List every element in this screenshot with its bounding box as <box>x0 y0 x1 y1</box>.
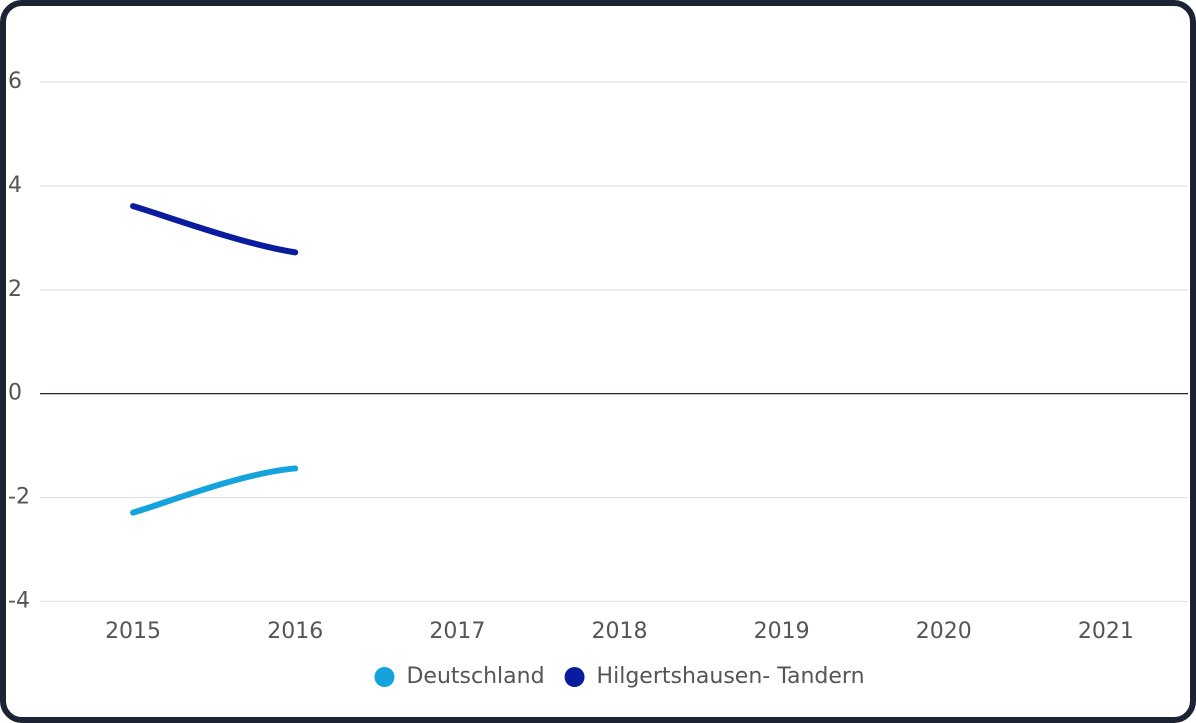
y-tick-label: 6 <box>8 69 22 94</box>
x-tick-label: 2020 <box>916 619 972 644</box>
x-tick-label: 2015 <box>105 619 161 644</box>
legend-marker <box>564 667 585 687</box>
x-tick-label: 2019 <box>754 619 810 644</box>
line <box>130 203 299 256</box>
x-tick-label: 2021 <box>1078 619 1134 644</box>
y-tick-label: -2 <box>8 485 30 510</box>
line <box>130 465 299 516</box>
y-tick-label: 4 <box>8 173 22 198</box>
x-tick-label: 2017 <box>429 619 485 644</box>
x-tick-label: 2016 <box>267 619 323 644</box>
y-tick-label: -4 <box>8 588 30 613</box>
y-tick-label: 2 <box>8 277 22 302</box>
y-tick-label: 0 <box>8 381 22 406</box>
legend-label: Hilgertshausen- Tandern <box>597 664 865 689</box>
legend-marker <box>374 667 395 687</box>
x-tick-label: 2018 <box>592 619 648 644</box>
legend-label: Deutschland <box>406 664 544 689</box>
